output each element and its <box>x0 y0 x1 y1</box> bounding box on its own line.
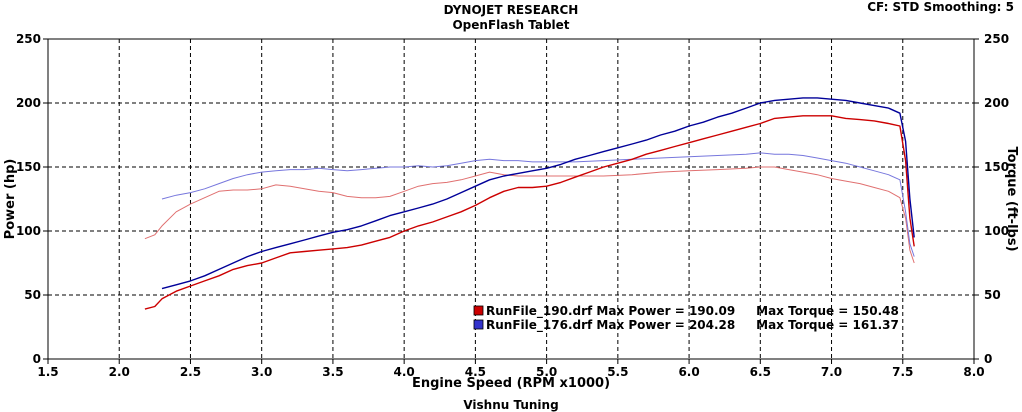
y-tick-label: 150 <box>16 160 41 174</box>
x-tick-label: 3.5 <box>322 365 343 379</box>
y2-tick-label: 150 <box>984 160 1009 174</box>
x-tick-label: 8.0 <box>963 365 984 379</box>
x-tick-label: 6.5 <box>750 365 771 379</box>
footer-text: Vishnu Tuning <box>463 398 559 412</box>
y2-tick-label: 50 <box>984 288 1001 302</box>
series-line-torque-runfile-190-drf <box>144 166 915 264</box>
y2-tick-label: 100 <box>984 224 1009 238</box>
chart-subtitle: OpenFlash Tablet <box>452 18 570 32</box>
y2-tick-label: 0 <box>984 352 992 366</box>
y-axis-label: Power (hp) <box>3 159 18 240</box>
y2-tick-label: 200 <box>984 96 1009 110</box>
y2-tick-label: 250 <box>984 32 1009 46</box>
x-tick-label: 2.5 <box>180 365 201 379</box>
x-tick-label: 6.0 <box>678 365 699 379</box>
series-line-power-runfile-190-drf <box>144 115 915 310</box>
x-axis-label: Engine Speed (RPM x1000) <box>412 376 610 391</box>
x-tick-label: 7.0 <box>821 365 842 379</box>
y2-axis-label: Torque (ft-lbs) <box>1004 146 1019 251</box>
y-tick-label: 50 <box>24 288 41 302</box>
legend-label: RunFile_176.drf Max Power = 204.28 Max T… <box>486 318 899 333</box>
x-tick-label: 5.0 <box>536 365 557 379</box>
x-tick-label: 4.5 <box>465 365 486 379</box>
y-tick-label: 200 <box>16 96 41 110</box>
chart-title: DYNOJET RESEARCH <box>443 3 579 17</box>
legend-swatch <box>473 319 484 330</box>
series-line-power-runfile-176-drf <box>161 97 915 290</box>
series-line-torque-runfile-176-drf <box>161 152 915 257</box>
x-tick-label: 5.5 <box>607 365 628 379</box>
x-tick-label: 7.5 <box>892 365 913 379</box>
x-tick-label: 2.0 <box>109 365 130 379</box>
y-tick-label: 0 <box>33 352 41 366</box>
x-tick-label: 1.5 <box>37 365 58 379</box>
y-tick-label: 100 <box>16 224 41 238</box>
x-tick-label: 3.0 <box>251 365 272 379</box>
y-tick-label: 250 <box>16 32 41 46</box>
correction-factor-label: CF: STD Smoothing: 5 <box>867 0 1014 14</box>
legend-label: RunFile_190.drf Max Power = 190.09 Max T… <box>486 304 899 319</box>
x-tick-label: 4.0 <box>394 365 415 379</box>
legend-swatch <box>473 305 484 316</box>
